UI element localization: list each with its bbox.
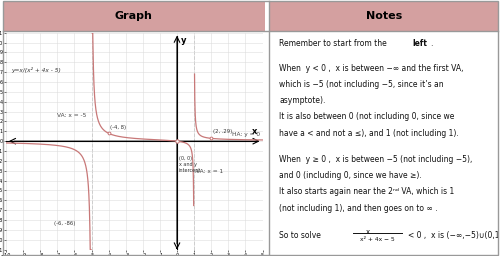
Text: VA: x = -5: VA: x = -5: [58, 113, 86, 118]
Text: which is −5 (not including −5, since it’s an: which is −5 (not including −5, since it’…: [279, 80, 444, 89]
Text: < 0 ,  x is (−∞,−5)∪(0,1).: < 0 , x is (−∞,−5)∪(0,1).: [408, 231, 500, 240]
Text: asymptote).: asymptote).: [279, 96, 326, 105]
Text: (0, 0)
x and y
intercept: (0, 0) x and y intercept: [178, 156, 201, 173]
Text: When  y < 0 ,  x is between −∞ and the first VA,: When y < 0 , x is between −∞ and the fir…: [279, 64, 464, 73]
Text: y: y: [182, 36, 187, 45]
Bar: [268, 1, 498, 31]
Text: It is also between 0 (not including 0, since we: It is also between 0 (not including 0, s…: [279, 112, 454, 121]
Text: x: x: [366, 229, 370, 234]
Text: When  y ≥ 0 ,  x is between −5 (not including −5),: When y ≥ 0 , x is between −5 (not includ…: [279, 155, 472, 164]
Text: y=x/(x² + 4x - 5): y=x/(x² + 4x - 5): [11, 67, 61, 73]
Text: So to solve: So to solve: [279, 231, 321, 240]
Text: Notes: Notes: [366, 11, 402, 21]
Text: have a < and not a ≤), and 1 (not including 1).: have a < and not a ≤), and 1 (not includ…: [279, 129, 459, 138]
Text: Graph: Graph: [115, 11, 152, 21]
Text: It also starts again near the 2ⁿᵈ VA, which is 1: It also starts again near the 2ⁿᵈ VA, wh…: [279, 187, 454, 196]
Text: (2, .29): (2, .29): [213, 130, 232, 134]
Text: HA: y = 0: HA: y = 0: [232, 132, 260, 137]
Text: (-6, -86): (-6, -86): [54, 221, 76, 226]
Text: VA: x = 1: VA: x = 1: [196, 169, 223, 174]
Text: (-4, 8): (-4, 8): [110, 125, 126, 130]
Text: x: x: [252, 127, 258, 136]
Bar: [2, 1, 265, 31]
Text: .: .: [430, 39, 432, 48]
Text: left: left: [412, 39, 427, 48]
Text: and 0 (including 0, since we have ≥).: and 0 (including 0, since we have ≥).: [279, 171, 422, 180]
Text: (not including 1), and then goes on to ∞ .: (not including 1), and then goes on to ∞…: [279, 204, 438, 212]
Text: x² + 4x − 5: x² + 4x − 5: [360, 237, 395, 242]
Text: Remember to start from the: Remember to start from the: [279, 39, 390, 48]
